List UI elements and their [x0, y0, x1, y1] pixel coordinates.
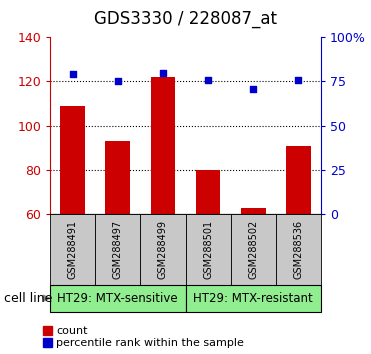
- Text: HT29: MTX-sensitive: HT29: MTX-sensitive: [58, 292, 178, 305]
- Bar: [50, 214, 95, 285]
- Bar: [231, 214, 276, 285]
- Text: cell line: cell line: [4, 292, 52, 305]
- Point: [295, 77, 301, 82]
- Bar: [105, 141, 130, 214]
- Text: GSM288536: GSM288536: [293, 220, 303, 279]
- Point: [70, 72, 76, 77]
- Bar: [50, 285, 186, 312]
- Bar: [186, 214, 231, 285]
- Text: GSM288499: GSM288499: [158, 220, 168, 279]
- Point: [205, 77, 211, 82]
- Bar: [196, 170, 220, 214]
- Point: [250, 86, 256, 91]
- Legend: count, percentile rank within the sample: count, percentile rank within the sample: [43, 326, 244, 348]
- Text: GSM288502: GSM288502: [248, 220, 258, 279]
- Bar: [151, 77, 175, 214]
- Text: GSM288491: GSM288491: [68, 220, 78, 279]
- Bar: [60, 106, 85, 214]
- Point: [160, 70, 166, 75]
- Text: HT29: MTX-resistant: HT29: MTX-resistant: [193, 292, 313, 305]
- Bar: [140, 214, 186, 285]
- Bar: [241, 207, 266, 214]
- Point: [115, 79, 121, 84]
- Bar: [186, 285, 321, 312]
- Bar: [276, 214, 321, 285]
- Text: GSM288497: GSM288497: [113, 220, 123, 279]
- Text: GDS3330 / 228087_at: GDS3330 / 228087_at: [94, 10, 277, 28]
- Bar: [286, 145, 311, 214]
- Text: GSM288501: GSM288501: [203, 220, 213, 279]
- Bar: [95, 214, 140, 285]
